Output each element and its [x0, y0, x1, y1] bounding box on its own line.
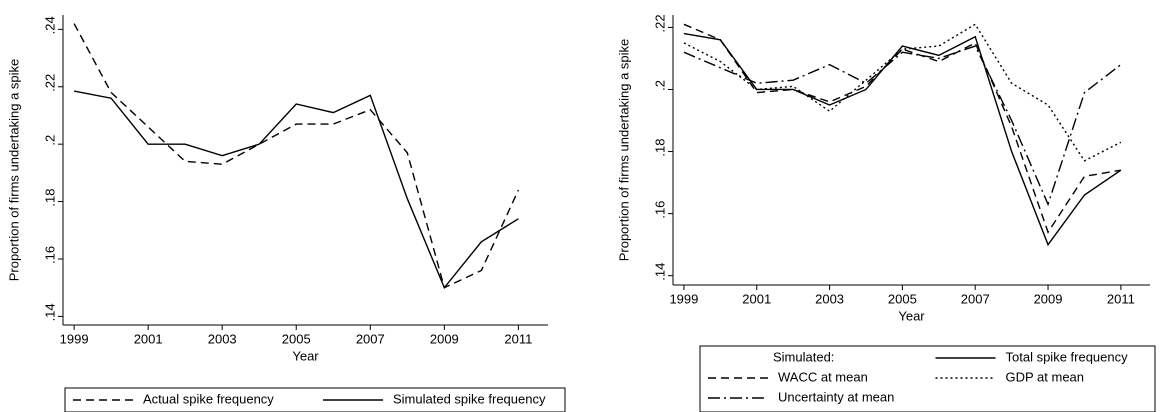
- legend-box: [699, 345, 1156, 412]
- x-tick-label: 2007: [356, 331, 385, 346]
- y-tick-label: .22: [42, 74, 57, 92]
- x-axis-label: Year: [898, 308, 925, 323]
- y-axis-label: Proportion of firms undertaking a spike: [6, 59, 21, 282]
- x-tick-label: 2005: [282, 331, 311, 346]
- series-line: [683, 45, 1122, 207]
- x-tick-label: 2011: [504, 331, 532, 346]
- x-tick-label: 2011: [1107, 291, 1135, 306]
- x-tick-label: 2001: [134, 331, 163, 346]
- series-line: [683, 32, 1122, 247]
- x-tick-label: 2001: [742, 291, 771, 306]
- x-tick-label: 2007: [961, 291, 990, 306]
- series-line: [73, 23, 520, 289]
- y-axis-label: Proportion of firms undertaking a spike: [616, 39, 631, 262]
- x-tick-label: 2009: [430, 331, 459, 346]
- x-tick-label: 1999: [669, 291, 698, 306]
- legend-label: Uncertainty at mean: [778, 389, 894, 404]
- legend-title: Simulated:: [773, 349, 834, 364]
- series-line: [683, 23, 1122, 162]
- x-axis-label: Year: [292, 348, 319, 363]
- legend-box: [64, 387, 566, 412]
- y-tick-label: .14: [652, 263, 667, 281]
- legend: Simulated: Total spike frequency WACC at m…: [699, 345, 1156, 412]
- y-tick-label: .22: [652, 14, 667, 32]
- y-tick-label: .14: [42, 303, 57, 321]
- legend-label: Simulated spike frequency: [393, 391, 546, 406]
- y-tick-label: .2: [42, 135, 57, 146]
- y-tick-label: .24: [42, 16, 57, 34]
- legend: Actual spike frequency Simulated spike fr…: [64, 387, 566, 412]
- y-tick-label: .2: [652, 80, 667, 91]
- x-tick-label: 1999: [60, 331, 89, 346]
- y-tick-label: .16: [42, 246, 57, 264]
- x-tick-label: 2009: [1034, 291, 1063, 306]
- x-tick-label: 2005: [888, 291, 917, 306]
- y-tick-label: .18: [652, 139, 667, 157]
- series-line: [683, 23, 1121, 234]
- legend-label: GDP at mean: [1006, 369, 1085, 384]
- x-tick-label: 2003: [208, 331, 237, 346]
- x-tick-label: 2003: [815, 291, 844, 306]
- y-tick-label: .16: [652, 201, 667, 219]
- y-tick-label: .18: [42, 189, 57, 207]
- legend-label: Total spike frequency: [1006, 349, 1129, 364]
- legend-label: WACC at mean: [778, 369, 868, 384]
- series-line: [73, 90, 519, 290]
- legend-label: Actual spike frequency: [143, 391, 274, 406]
